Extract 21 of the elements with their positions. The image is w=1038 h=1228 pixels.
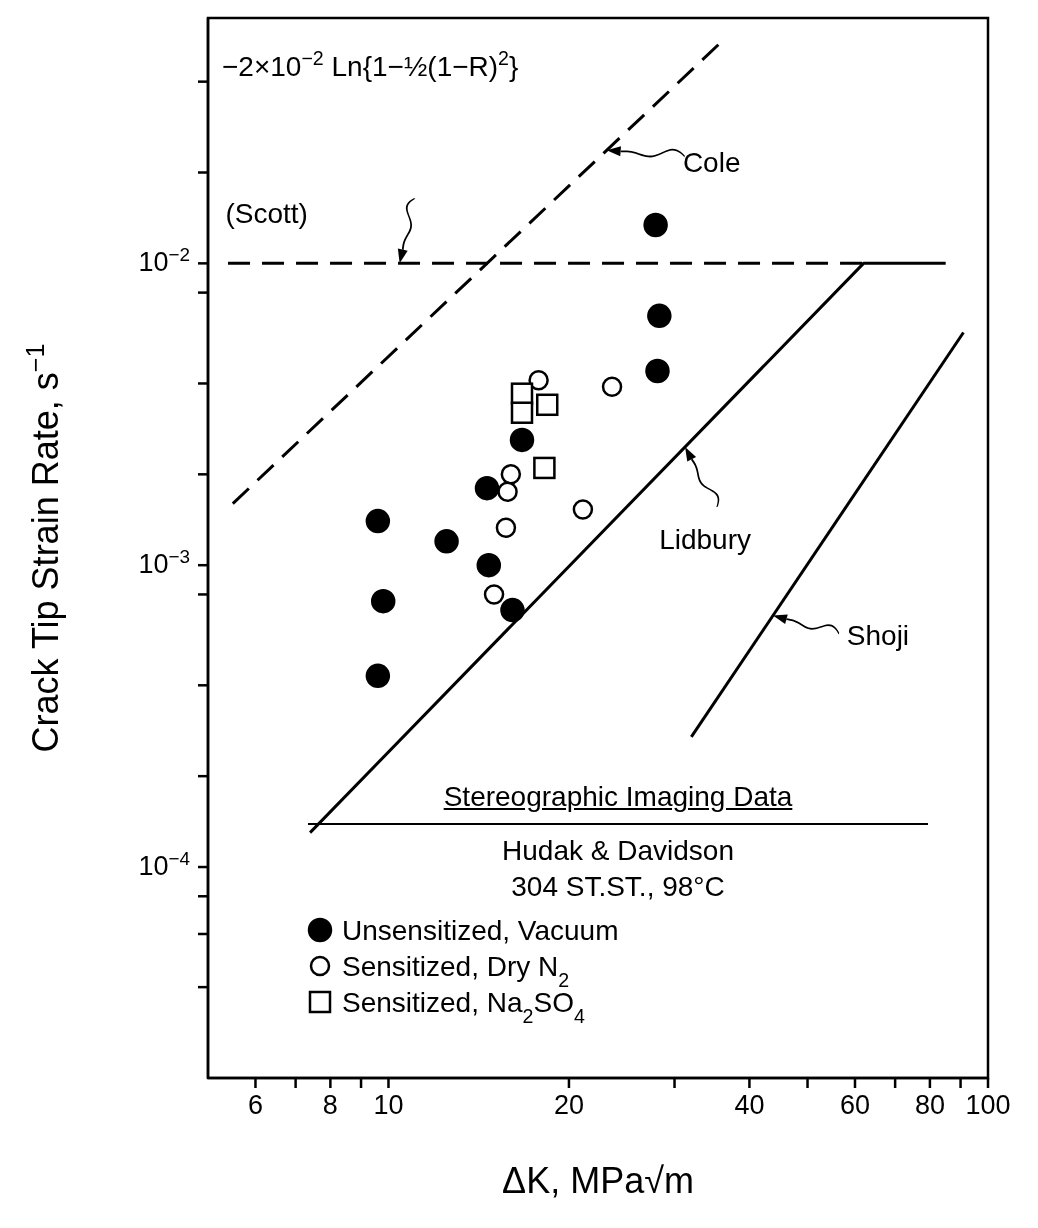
annotation: Hudak & Davidson [502,835,734,866]
x-tick-label: 10 [373,1090,404,1120]
x-tick-label: 20 [553,1090,584,1120]
x-axis-title: ΔK, MPa√m [502,1160,694,1201]
legend-title: Stereographic Imaging Data [442,780,794,814]
x-tick-label: 40 [734,1090,765,1120]
x-tick-label: 60 [839,1090,871,1120]
x-tick-label: 6 [247,1090,263,1120]
legend-label: Cole [682,147,741,179]
x-tick-label: 80 [914,1090,945,1120]
y-tick-label: 10$^{−4}$ [138,847,190,882]
y-tick-label: 10$^{−2}$ [138,243,190,278]
y-tick-label: 10$^{−3}$ [138,545,190,580]
x-tick-label: 8 [322,1090,338,1120]
x-tick-label: 100 [965,1090,1011,1120]
legend-label: Shoji [846,619,910,651]
legend-label: Unsensitized, Vacuum [342,915,619,946]
annotation: −2×10$^{−2}$ Ln{1−½(1−R)$^{2}$} [222,47,519,82]
annotation: 304 ST.ST., 98°C [511,871,725,902]
series-label: Lidbury [659,524,752,556]
series-label: (Scott) [225,198,308,230]
